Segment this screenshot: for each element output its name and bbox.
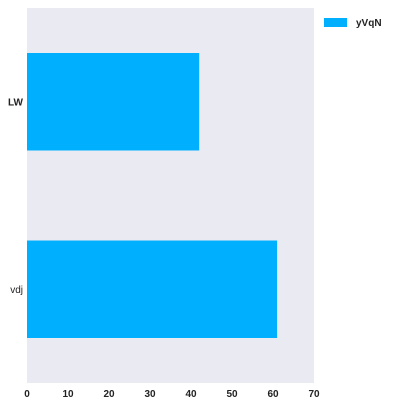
y-axis-ticks: LW vdj bbox=[8, 97, 24, 296]
x-tick-label-30: 30 bbox=[144, 389, 156, 400]
x-tick-label-50: 50 bbox=[226, 389, 238, 400]
x-tick-label-0: 0 bbox=[24, 389, 30, 400]
x-tick-label-10: 10 bbox=[62, 389, 74, 400]
x-tick-label-60: 60 bbox=[267, 389, 279, 400]
x-tick-label-70: 70 bbox=[308, 389, 320, 400]
legend-swatch-yvqn bbox=[324, 18, 347, 27]
y-tick-label-vdj: vdj bbox=[10, 285, 23, 296]
legend-label-yvqn: yVqN bbox=[356, 18, 382, 29]
bar-lw bbox=[27, 53, 200, 151]
bar-vdj bbox=[27, 240, 278, 338]
y-tick-label-lw: LW bbox=[8, 97, 24, 108]
x-tick-label-20: 20 bbox=[103, 389, 115, 400]
legend: yVqN bbox=[324, 18, 382, 29]
x-tick-label-40: 40 bbox=[185, 389, 197, 400]
x-axis-ticks: 0 10 20 30 40 50 60 70 bbox=[24, 389, 320, 400]
bars-layer bbox=[27, 53, 278, 338]
